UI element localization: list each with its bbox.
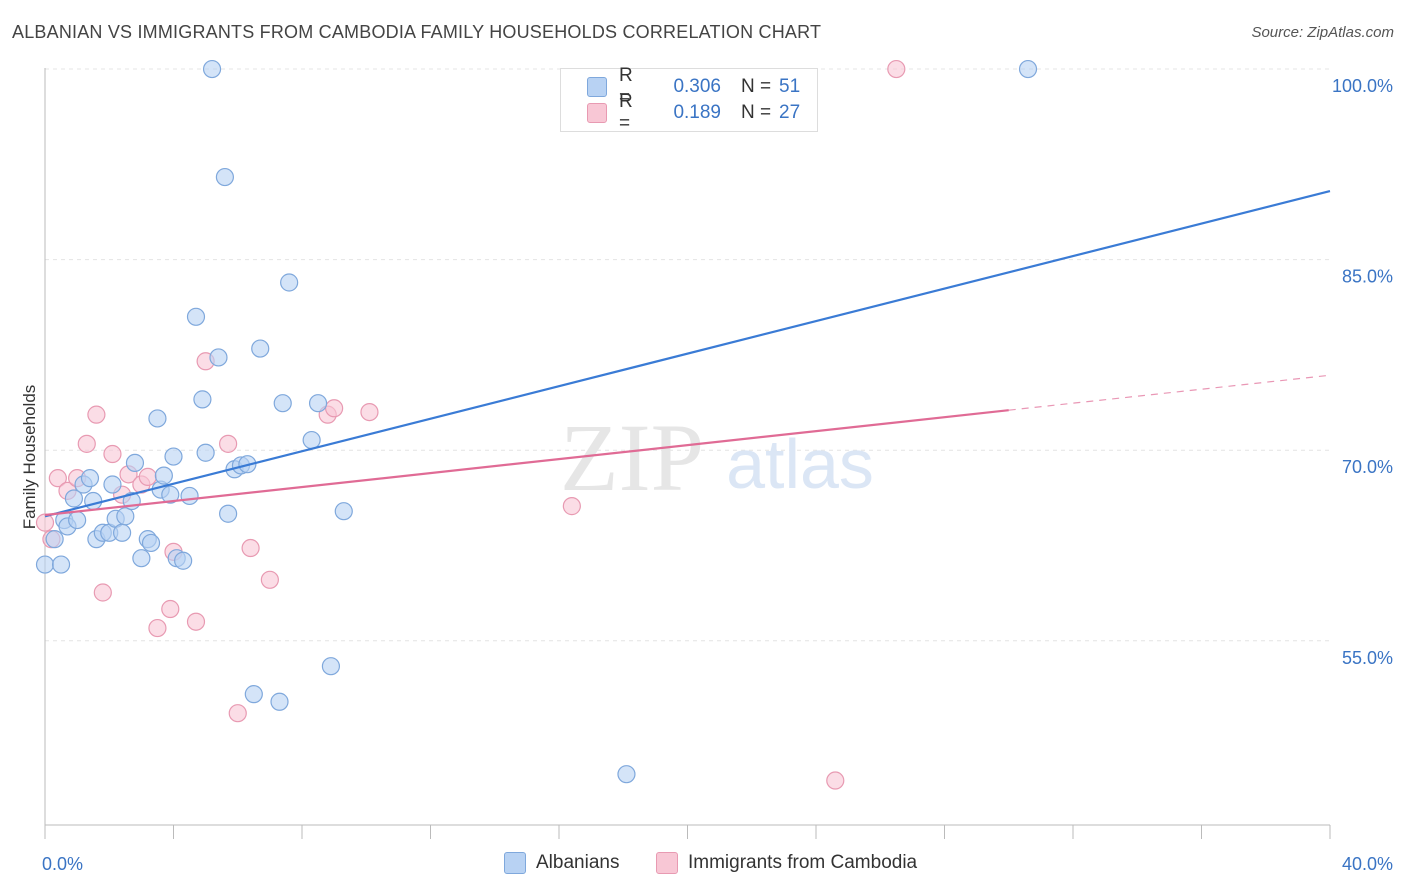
albanians-point xyxy=(193,390,212,409)
albanians-point xyxy=(215,167,234,187)
albanians-point xyxy=(270,692,289,711)
albanians-legend-icon xyxy=(504,852,526,874)
albanians-point xyxy=(244,685,263,704)
albanians-point xyxy=(51,555,71,574)
albanians-point xyxy=(196,443,215,462)
series-legend: Albanians Immigrants from Cambodia xyxy=(0,852,1406,876)
cambodia-swatch-icon xyxy=(587,103,607,123)
n-label: N = xyxy=(741,102,772,123)
albanians-point xyxy=(180,486,199,506)
cambodia-legend-label: Immigrants from Cambodia xyxy=(688,852,918,873)
albanians-point xyxy=(202,59,222,79)
cambodia-point xyxy=(138,467,157,486)
cambodia-point xyxy=(77,434,96,453)
cambodia-point xyxy=(148,618,167,638)
legend-row-cambodia: R = 0.189 N = 27 xyxy=(587,91,801,134)
r-label: R = xyxy=(619,91,633,134)
albanians-trend-line xyxy=(44,189,1331,518)
albanians-point xyxy=(273,394,292,413)
albanians-point xyxy=(321,657,341,676)
cambodia-point xyxy=(562,497,581,516)
r-value: 0.189 xyxy=(673,102,721,123)
y-tick-label-70: 70.0% xyxy=(1342,457,1393,477)
source-label: Source: ZipAtlas.com xyxy=(1251,24,1394,41)
cambodia-point xyxy=(35,513,55,532)
albanians-legend-label: Albanians xyxy=(536,852,620,873)
albanians-point xyxy=(161,485,180,504)
albanians-point xyxy=(280,273,299,292)
cambodia-point xyxy=(186,612,206,631)
cambodia-trend-line-extension xyxy=(1008,374,1331,411)
cambodia-point xyxy=(93,583,112,602)
x-tick-label-min: 0.0% xyxy=(42,854,83,874)
cambodia-point xyxy=(826,771,845,790)
cambodia-point xyxy=(228,704,247,723)
albanians-point xyxy=(80,469,100,488)
albanians-point xyxy=(334,502,353,521)
albanians-point xyxy=(308,394,328,413)
albanians-swatch-icon xyxy=(587,77,607,97)
y-tick-label-85: 85.0% xyxy=(1342,267,1393,287)
albanians-point xyxy=(164,447,183,466)
y-axis-label: Family Households xyxy=(20,385,39,530)
albanians-point xyxy=(251,339,270,358)
n-label: N = xyxy=(741,76,772,97)
n-value: 51 xyxy=(779,76,801,97)
legend-item-cambodia: Immigrants from Cambodia xyxy=(656,852,917,874)
albanians-point xyxy=(141,533,161,553)
albanians-point xyxy=(116,507,135,526)
albanians-point xyxy=(302,430,321,450)
albanians-point xyxy=(148,409,167,428)
r-value: 0.306 xyxy=(673,76,721,97)
albanians-point xyxy=(64,489,84,508)
albanians-point xyxy=(209,348,228,367)
albanians-point xyxy=(174,551,193,570)
cambodia-point xyxy=(260,570,279,589)
albanians-point xyxy=(84,491,103,511)
stats-legend: R = 0.306 N = 51 R = 0.189 N = 27 xyxy=(560,65,818,134)
albanians-point xyxy=(125,453,145,473)
y-tick-label-100: 100.0% xyxy=(1332,76,1393,96)
albanians-point xyxy=(617,765,636,784)
cambodia-point xyxy=(360,402,379,422)
albanians-point xyxy=(112,523,132,542)
albanians-point xyxy=(186,307,206,326)
chart-title: ALBANIAN VS IMMIGRANTS FROM CAMBODIA FAM… xyxy=(12,22,822,42)
cambodia-point xyxy=(103,444,122,464)
cambodia-point xyxy=(241,538,260,558)
albanians-points xyxy=(35,59,1038,784)
r-label: R = xyxy=(619,65,633,108)
legend-item-albanians: Albanians xyxy=(504,852,619,874)
cambodia-trend-line xyxy=(44,409,1009,517)
watermark-zip: ZIP xyxy=(560,404,704,511)
albanians-point xyxy=(45,530,64,549)
x-tick-label-max: 40.0% xyxy=(1342,854,1393,874)
albanians-point xyxy=(68,510,87,530)
cambodia-legend-icon xyxy=(656,852,678,874)
y-tick-label-55: 55.0% xyxy=(1342,648,1393,668)
cambodia-point xyxy=(219,434,238,453)
cambodia-point xyxy=(161,599,180,619)
watermark-atlas: atlas xyxy=(726,425,874,503)
cambodia-point xyxy=(887,59,906,79)
legend-row-albanians: R = 0.306 N = 51 xyxy=(587,65,801,108)
cambodia-point xyxy=(87,405,106,424)
cambodia-point xyxy=(48,469,67,488)
albanians-point xyxy=(35,555,55,574)
cambodia-point xyxy=(325,399,344,418)
albanians-point xyxy=(132,549,151,568)
albanians-point xyxy=(1018,59,1038,79)
albanians-point xyxy=(154,466,173,485)
albanians-point xyxy=(103,475,122,494)
albanians-point xyxy=(219,504,238,523)
n-value: 27 xyxy=(779,102,801,123)
